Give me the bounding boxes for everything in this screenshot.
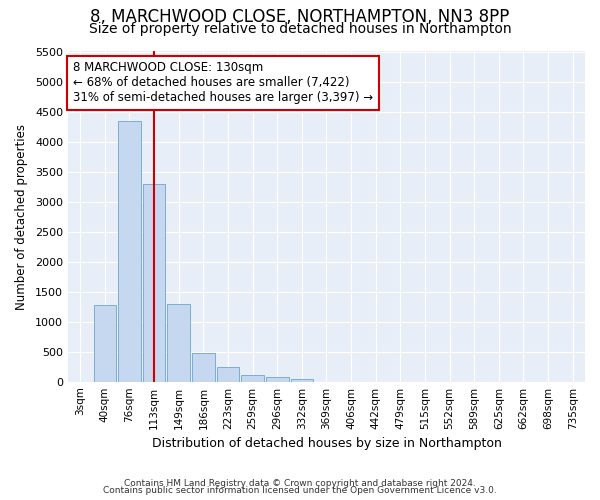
Y-axis label: Number of detached properties: Number of detached properties [15,124,28,310]
Text: 8 MARCHWOOD CLOSE: 130sqm
← 68% of detached houses are smaller (7,422)
31% of se: 8 MARCHWOOD CLOSE: 130sqm ← 68% of detac… [73,62,373,104]
Bar [192,353,215,382]
Text: Contains HM Land Registry data © Crown copyright and database right 2024.: Contains HM Land Registry data © Crown c… [124,478,476,488]
Text: Size of property relative to detached houses in Northampton: Size of property relative to detached ho… [89,22,511,36]
Bar [266,377,289,382]
Bar [118,120,141,382]
Bar [143,184,166,382]
Text: Contains public sector information licensed under the Open Government Licence v3: Contains public sector information licen… [103,486,497,495]
Bar [241,375,264,382]
Bar [217,368,239,382]
Text: 8, MARCHWOOD CLOSE, NORTHAMPTON, NN3 8PP: 8, MARCHWOOD CLOSE, NORTHAMPTON, NN3 8PP [91,8,509,26]
Bar [94,306,116,382]
Bar [290,378,313,382]
X-axis label: Distribution of detached houses by size in Northampton: Distribution of detached houses by size … [152,437,502,450]
Bar [167,304,190,382]
